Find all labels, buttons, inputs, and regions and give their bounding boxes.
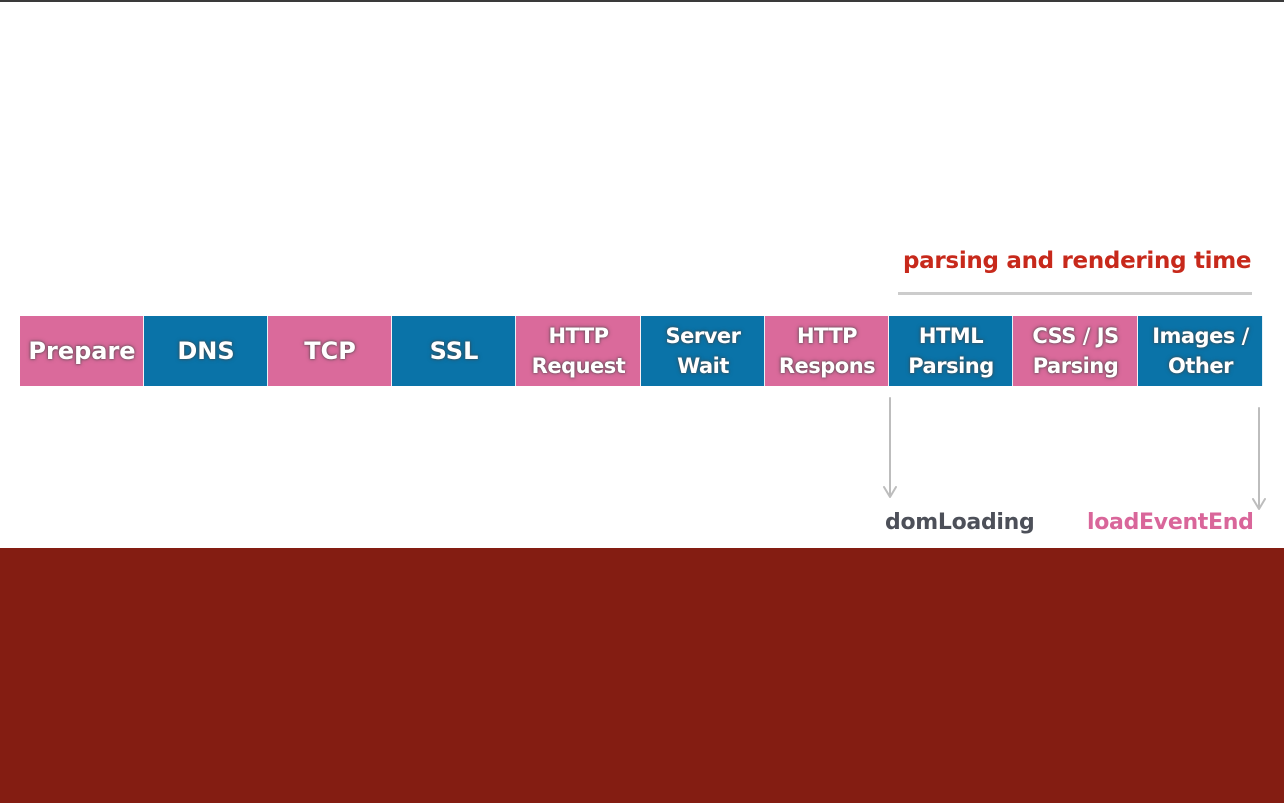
marker-dom-loading: domLoading: [885, 510, 1035, 535]
load-event-end-arrowhead: [1252, 498, 1266, 510]
timeline-bar: Prepare DNS TCP SSL HTTP Request Server …: [20, 316, 1263, 386]
segment-dns: DNS: [144, 316, 268, 386]
phase-label: parsing and rendering time: [903, 248, 1252, 274]
segment-html-parsing: HTML Parsing: [889, 316, 1013, 386]
segment-http-request: HTTP Request: [516, 316, 641, 386]
marker-load-event-end: loadEventEnd: [1087, 510, 1254, 535]
dom-loading-arrowhead: [883, 486, 897, 498]
segment-tcp: TCP: [268, 316, 392, 386]
segment-css-js-parsing: CSS / JS Parsing: [1013, 316, 1138, 386]
segment-ssl: SSL: [392, 316, 516, 386]
segment-http-response: HTTP Respons: [765, 316, 889, 386]
top-border: [0, 0, 1284, 2]
segment-prepare: Prepare: [20, 316, 144, 386]
phase-divider: [898, 292, 1252, 295]
bottom-band: [0, 548, 1284, 803]
segment-server-wait: Server Wait: [641, 316, 765, 386]
segment-images-other: Images / Other: [1138, 316, 1263, 386]
